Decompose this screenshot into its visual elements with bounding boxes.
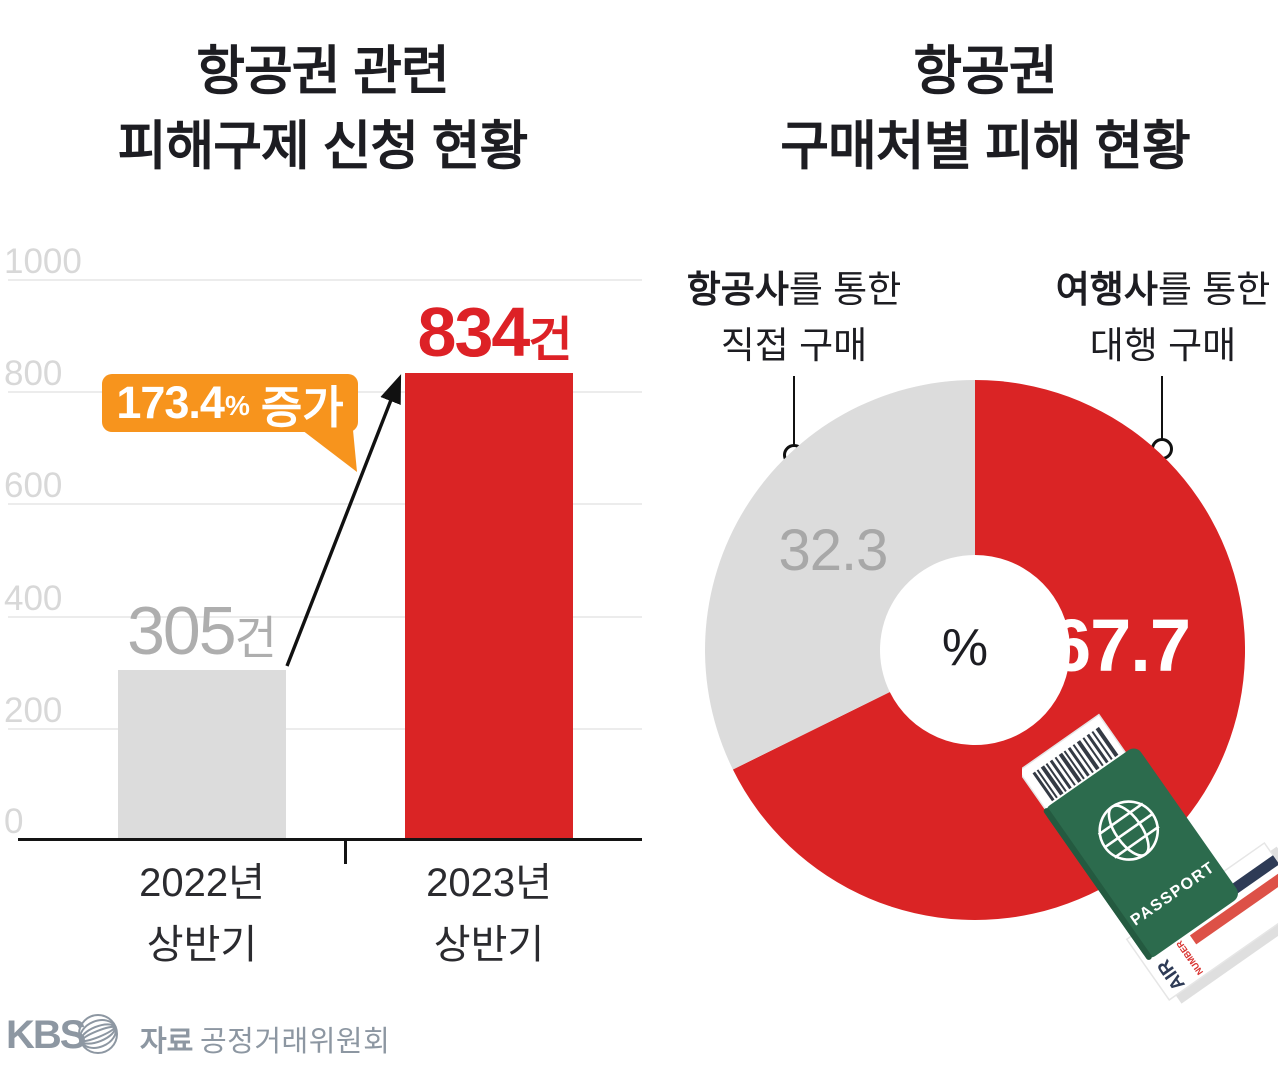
slice-label-airline-line2: 직접 구매 [720,324,868,366]
bar-2022-value: 305건 [90,592,314,670]
passport-cover: PASSPORT [1043,748,1238,960]
bar-2022-value-unit: 건 [234,612,277,664]
x-label-2023: 2023년 상반기 [397,852,581,976]
source-label: 자료 [140,1026,194,1058]
bar-2023-value-unit: 건 [528,314,573,367]
gridline-600 [8,503,642,505]
x-axis-tick [344,841,347,864]
left-chart-title-line2: 피해구제 신청 현황 [117,117,529,177]
increase-badge-value: 173.4 [116,377,225,428]
left-chart-title-line1: 항공권 관련 [196,42,450,101]
gridline-200 [8,728,642,730]
x-label-2022-line1: 2022년 [139,861,265,905]
bar-2023-value: 834건 [390,292,600,372]
y-tick-400: 400 [4,579,63,618]
gridline-400 [8,616,642,618]
increase-arrow [285,374,402,667]
bar-2022-value-number: 305 [127,593,236,669]
globe-icon [1097,800,1160,861]
donut-center-unit: % [941,619,989,677]
y-tick-800: 800 [4,354,63,393]
gridline-1000 [8,279,642,281]
y-tick-0: 0 [4,802,24,841]
right-chart-title: 항공권 구매처별 피해 현황 [665,34,1280,185]
donut-slice-airline [705,380,975,770]
x-label-2023-line1: 2023년 [426,861,552,905]
slice-label-agency-rest: 를 통한 [1157,269,1271,310]
donut-value-agency: 67.7 [1049,604,1191,687]
y-tick-200: 200 [4,691,63,730]
x-label-2023-line2: 상반기 [433,923,545,967]
slice-label-airline-line1: 항공사를 통한 [653,262,935,318]
x-label-2022-line2: 상반기 [146,923,258,967]
y-tick-1000: 1000 [4,242,82,281]
kbs-globe-icon [78,1014,118,1054]
leader-line-agency [1161,376,1163,440]
x-axis-line [18,838,642,841]
ticket-red-stripe [1189,870,1278,945]
kbs-logo-text: KBS [6,1013,86,1057]
slice-label-agency: 여행사를 통한 대행 구매 [1022,262,1280,373]
slice-label-airline: 항공사를 통한 직접 구매 [653,262,935,373]
right-chart-title-line1: 항공권 [913,42,1057,101]
increase-badge: 173.4 % 증가 [102,374,358,433]
increase-badge-percent: % [224,390,250,421]
barcode-icon [1032,726,1119,802]
slice-label-airline-rest: 를 통한 [788,269,902,310]
source-value: 공정거래위원회 [200,1026,391,1058]
leader-line-airline [793,376,795,446]
bar-2023-value-number: 834 [417,293,531,371]
x-label-2022: 2022년 상반기 [110,852,294,976]
increase-badge-label: 증가 [260,381,344,433]
y-tick-600: 600 [4,466,63,505]
bar-2023 [405,373,573,838]
right-chart-title-line2: 구매처별 피해 현황 [780,117,1191,177]
passport-illustration: AIR NUMBER PASSPORT [1022,713,1278,1004]
slice-label-agency-bold: 여행사 [1055,269,1158,310]
slice-label-agency-line1: 여행사를 통한 [1022,262,1280,318]
donut-value-airline: 32.3 [778,518,889,583]
left-chart-title: 항공권 관련 피해구제 신청 현황 [0,34,645,185]
slice-label-agency-line2: 대행 구매 [1089,324,1237,366]
increase-badge-tail [302,430,357,472]
slice-label-airline-bold: 항공사 [686,269,789,310]
bar-2022 [118,670,286,838]
